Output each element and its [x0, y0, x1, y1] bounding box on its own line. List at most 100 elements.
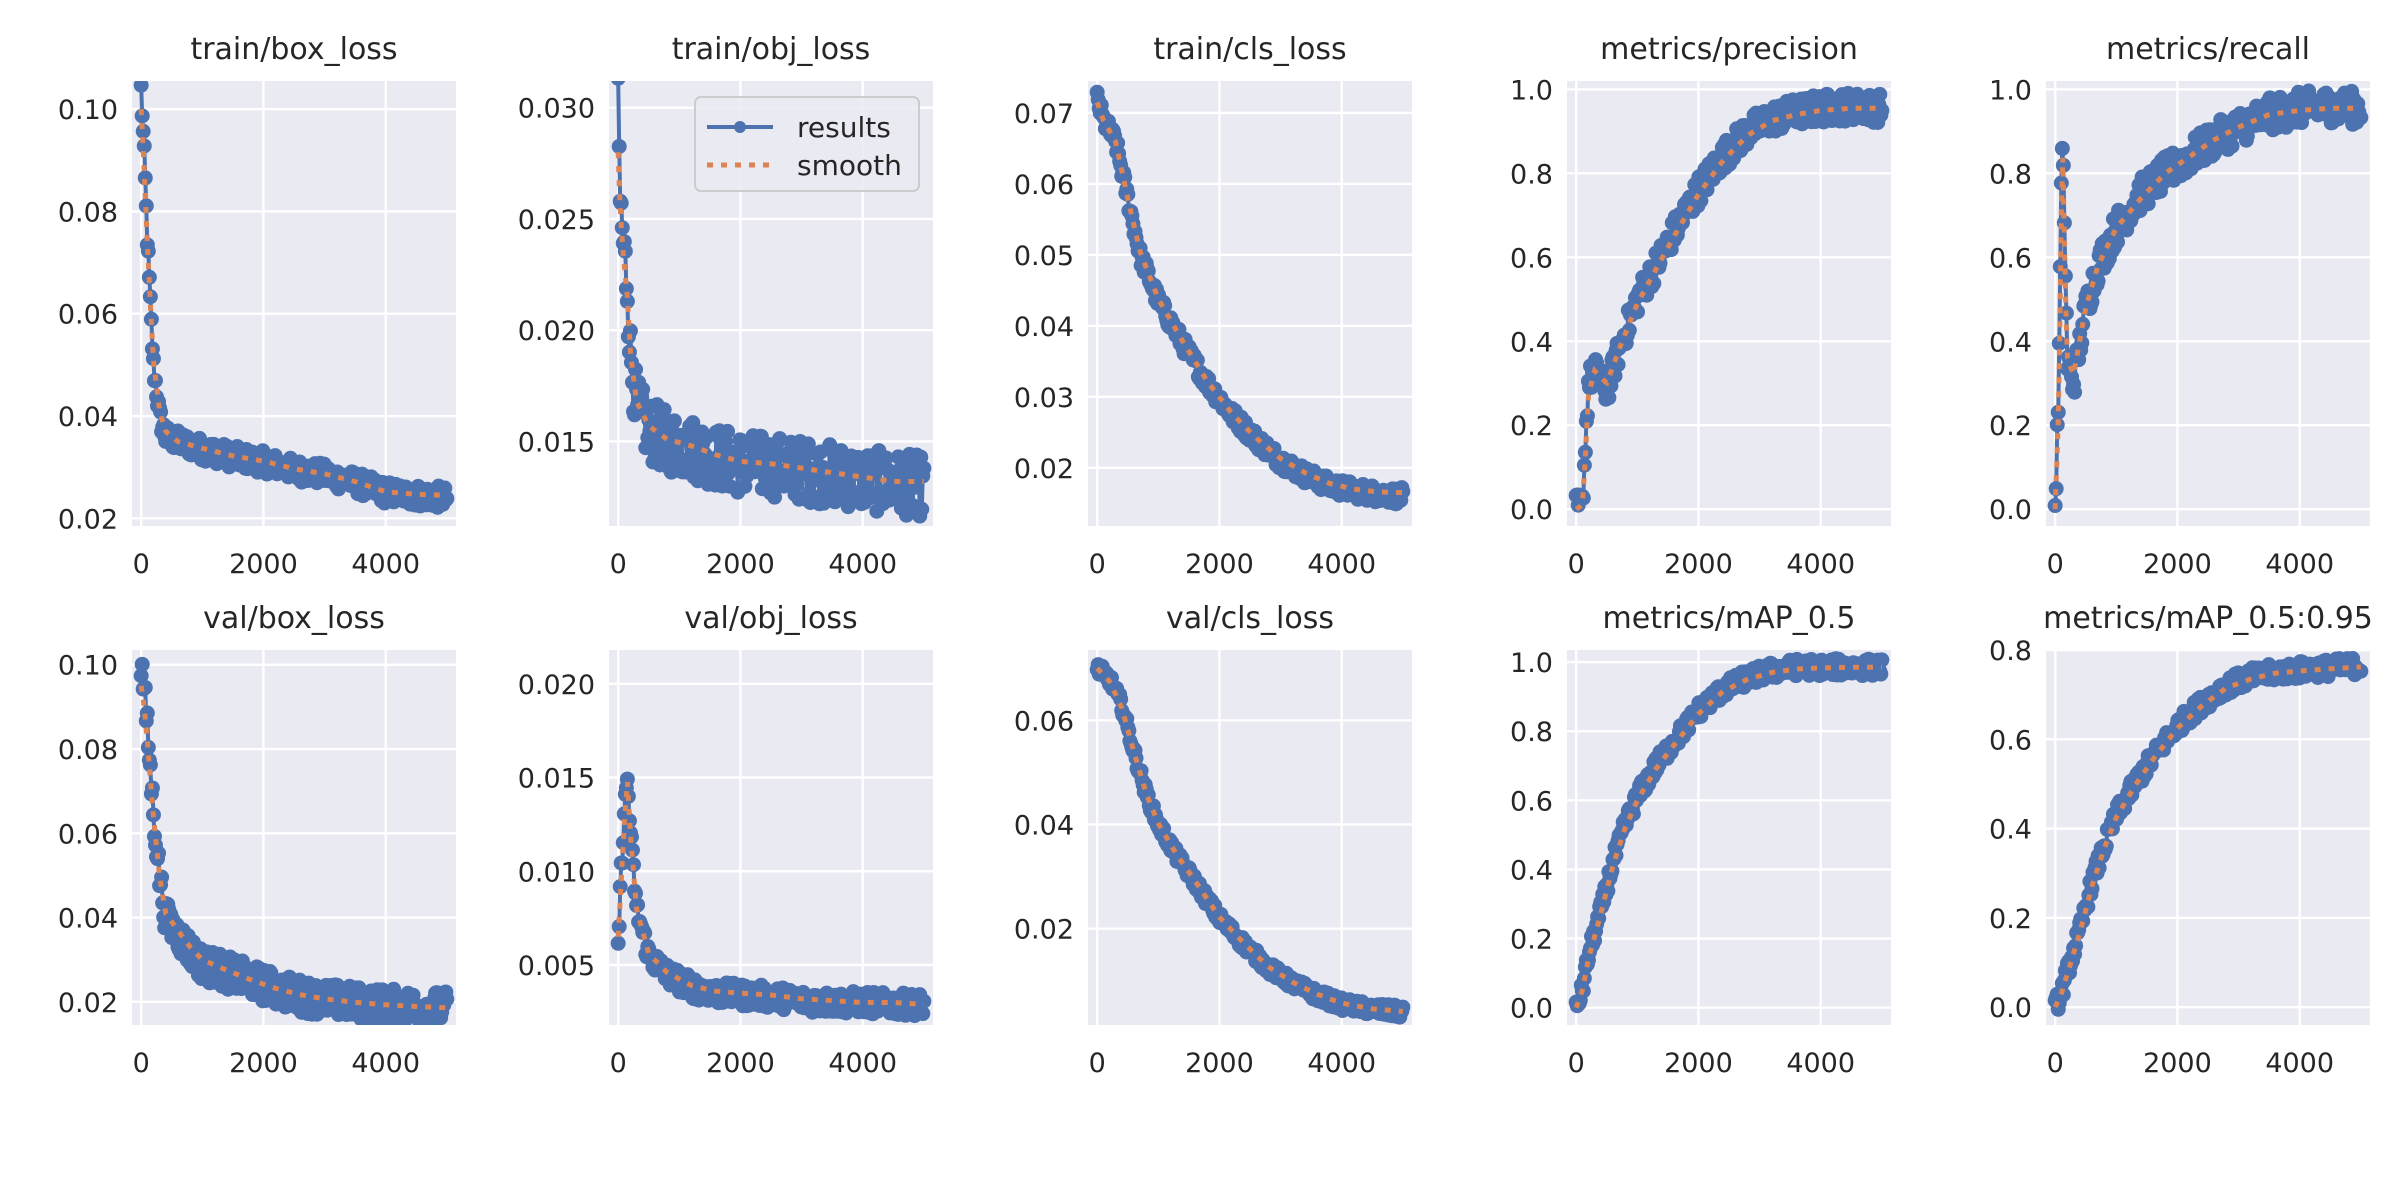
- results-point: [611, 919, 627, 935]
- results-point: [914, 501, 930, 517]
- x-tick-label: 2000: [229, 549, 298, 580]
- results-point: [2050, 404, 2066, 420]
- results-point: [612, 879, 628, 895]
- results-point: [2224, 138, 2240, 154]
- x-tick-label: 4000: [2265, 1048, 2334, 1079]
- results-point: [2068, 938, 2084, 954]
- y-tick-label: 0.04: [1014, 810, 1074, 841]
- y-tick-label: 0.0: [1510, 495, 1553, 526]
- y-tick-label: 0.030: [518, 94, 595, 125]
- results-point: [133, 81, 149, 93]
- results-point: [2110, 234, 2126, 250]
- x-tick-label: 2000: [1664, 1048, 1733, 1079]
- x-tick-label: 2000: [1185, 1048, 1254, 1079]
- results-point: [619, 293, 635, 309]
- legend: results smooth: [694, 96, 920, 192]
- legend-results-label: results: [797, 111, 891, 144]
- panel-metrics-precision: 0 2000 4000 0.0 0.2 0.4 0.6 0.8 1.0 metrics/preci…: [1510, 32, 1891, 580]
- results-point: [915, 1006, 931, 1022]
- results-point: [1625, 806, 1641, 822]
- axes-background: [1088, 650, 1412, 1025]
- panel-train-box-loss: 0 2000 4000 0.02 0.04 0.06 0.08 0.10 train/box_l…: [58, 32, 456, 580]
- y-tick-label: 0.03: [1014, 383, 1074, 414]
- results-series: [2047, 83, 2369, 514]
- x-tick-label: 0: [1089, 549, 1106, 580]
- smooth-line: [615, 152, 924, 484]
- x-tick-label: 4000: [1786, 1048, 1855, 1079]
- x-tick-label: 0: [1089, 1048, 1106, 1079]
- smooth-line: [2052, 105, 2361, 510]
- results-point: [1395, 483, 1411, 499]
- results-point: [2051, 335, 2067, 351]
- results-point: [140, 739, 156, 755]
- axes-background: [1088, 81, 1412, 526]
- x-tick-label: 4000: [1307, 549, 1376, 580]
- panel-title: train/box_loss: [190, 32, 397, 67]
- y-tick-label: 0.4: [1989, 327, 2032, 358]
- panel-val-cls-loss: 0 2000 4000 0.02 0.04 0.06 val/cls_loss: [1014, 601, 1412, 1079]
- y-tick-label: 0.005: [518, 951, 595, 982]
- y-tick-label: 1.0: [1510, 648, 1553, 679]
- y-tick-label: 0.020: [518, 670, 595, 701]
- smooth-line: [615, 781, 924, 1007]
- results-point: [138, 198, 154, 214]
- y-tick-label: 0.4: [1989, 815, 2032, 846]
- results-series: [133, 656, 455, 1025]
- results-point: [666, 413, 682, 429]
- results-point: [611, 138, 627, 154]
- panel-title: val/obj_loss: [684, 601, 857, 636]
- results-point: [624, 842, 640, 858]
- results-point: [145, 351, 161, 367]
- panel-val-obj-loss: 0 2000 4000 0.005 0.010 0.015 0.020 val/obj_los…: [518, 601, 933, 1079]
- x-tick-label: 4000: [1307, 1048, 1376, 1079]
- results-point: [685, 415, 701, 431]
- smooth-line: [1573, 664, 1882, 1009]
- y-tick-label: 0.020: [518, 316, 595, 347]
- results-point: [2353, 110, 2369, 126]
- results-series: [1568, 85, 1890, 513]
- y-tick-label: 0.2: [1510, 411, 1553, 442]
- results-point: [1189, 352, 1205, 368]
- y-tick-label: 0.6: [1510, 786, 1553, 817]
- y-tick-label: 0.02: [58, 988, 118, 1019]
- smooth-line: [138, 109, 447, 498]
- results-point: [656, 402, 672, 418]
- results-point: [2140, 196, 2156, 212]
- y-tick-label: 0.4: [1510, 855, 1553, 886]
- x-tick-label: 2000: [1664, 549, 1733, 580]
- results-point: [1591, 910, 1607, 926]
- results-point: [1395, 999, 1411, 1015]
- y-tick-label: 0.02: [1014, 454, 1074, 485]
- results-point: [134, 656, 150, 672]
- panel-title: train/cls_loss: [1153, 32, 1346, 67]
- panel-title: val/box_loss: [203, 601, 385, 636]
- results-point: [2054, 140, 2070, 156]
- y-tick-label: 0.0: [1989, 495, 2032, 526]
- x-tick-label: 4000: [828, 1048, 897, 1079]
- results-point: [2075, 913, 2091, 929]
- x-tick-label: 4000: [828, 549, 897, 580]
- results-point: [154, 869, 170, 885]
- y-tick-label: 0.08: [58, 735, 118, 766]
- results-point: [1579, 408, 1595, 424]
- smooth-line: [1095, 666, 1404, 1014]
- results-point: [610, 935, 626, 951]
- smooth-line: [1574, 105, 1882, 512]
- x-tick-label: 2000: [2143, 549, 2212, 580]
- y-tick-label: 0.6: [1989, 725, 2032, 756]
- panel-metrics-map-0-5: 0 2000 4000 0.0 0.2 0.4 0.6 0.8 1.0 metrics/mAP_0…: [1510, 601, 1891, 1079]
- x-tick-label: 2000: [2143, 1048, 2212, 1079]
- x-tick-label: 0: [1568, 549, 1585, 580]
- results-point: [133, 668, 149, 684]
- results-point: [2055, 157, 2071, 173]
- results-point: [1874, 102, 1890, 118]
- y-tick-label: 0.0: [1989, 993, 2032, 1024]
- results-point: [2067, 384, 2083, 400]
- results-point: [2048, 481, 2064, 497]
- legend-smooth-label: smooth: [797, 149, 902, 182]
- results-point: [2239, 128, 2255, 144]
- y-tick-label: 0.02: [58, 504, 118, 535]
- panel-metrics-recall: 0 2000 4000 0.0 0.2 0.4 0.6 0.8 1.0 metrics/recal…: [1989, 32, 2370, 580]
- x-tick-label: 2000: [706, 1048, 775, 1079]
